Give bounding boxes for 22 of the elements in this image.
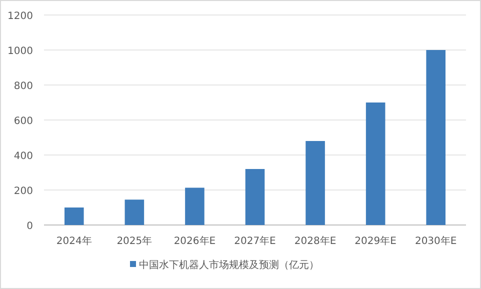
x-tick-label: 2024年 <box>56 235 92 247</box>
bar <box>306 141 325 225</box>
y-tick-label: 800 <box>14 81 33 92</box>
x-tick-label: 2027年E <box>234 235 276 247</box>
bar <box>64 208 84 225</box>
bar <box>185 188 204 225</box>
bar <box>426 50 446 225</box>
x-tick-label: 2026年E <box>174 235 216 247</box>
y-tick-label: 600 <box>14 116 33 127</box>
bar <box>124 200 144 225</box>
y-tick-label: 200 <box>14 186 33 197</box>
legend-label: 中国水下机器人市场规模及预测（亿元） <box>139 259 319 271</box>
x-tick-label: 2030年E <box>414 235 457 247</box>
bar <box>245 169 265 225</box>
x-tick-label: 2029年E <box>354 235 396 247</box>
x-tick-label: 2028年E <box>294 235 336 247</box>
y-tick-label: 400 <box>14 151 33 162</box>
x-tick-label: 2025年 <box>116 235 152 247</box>
y-tick-label: 1000 <box>8 46 33 57</box>
bar <box>366 102 386 225</box>
y-tick-label: 0 <box>26 221 33 232</box>
y-tick-label: 1200 <box>8 11 33 22</box>
